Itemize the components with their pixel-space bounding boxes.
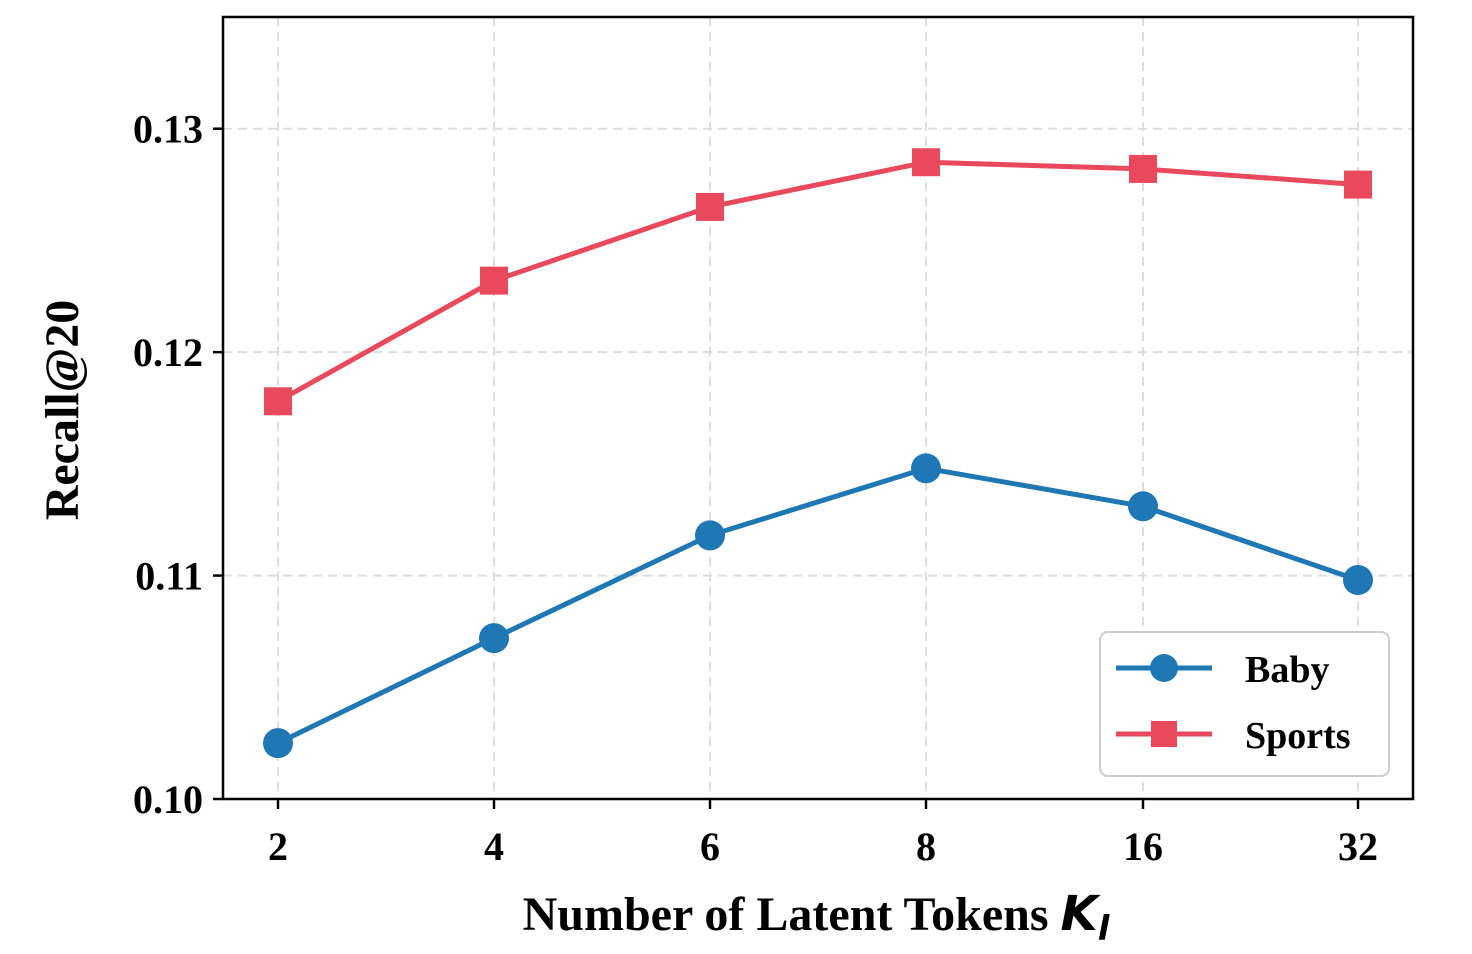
data-point-sports bbox=[1129, 154, 1157, 183]
data-point-sports bbox=[696, 192, 724, 221]
y-axis-ticks: 0.10 0.11 0.12 0.13 bbox=[133, 107, 223, 822]
y-axis-label: Recall@20 bbox=[36, 300, 89, 521]
x-tick-label: 32 bbox=[1338, 824, 1378, 869]
x-axis-label: Number of Latent Tokens Kl bbox=[523, 886, 1111, 949]
x-tick-label: 8 bbox=[916, 824, 936, 869]
grid-lines bbox=[223, 17, 1413, 800]
legend-label-baby: Baby bbox=[1245, 649, 1329, 691]
y-tick-label: 0.10 bbox=[133, 777, 203, 822]
y-tick-label: 0.11 bbox=[135, 554, 203, 599]
x-axis-label-symbol: K bbox=[1061, 886, 1102, 942]
data-point-baby bbox=[911, 453, 941, 484]
legend-marker-sports bbox=[1151, 721, 1177, 747]
x-tick-label: 6 bbox=[700, 824, 720, 869]
x-tick-label: 4 bbox=[484, 824, 504, 869]
series-line-sports bbox=[276, 159, 1359, 404]
data-point-baby bbox=[479, 623, 509, 654]
legend: Baby Sports bbox=[1099, 631, 1390, 777]
x-axis-label-text: Number of Latent Tokens bbox=[523, 888, 1061, 941]
data-point-baby bbox=[1128, 491, 1158, 522]
y-tick-label: 0.12 bbox=[133, 330, 203, 375]
data-point-sports bbox=[1344, 170, 1372, 199]
data-point-sports bbox=[480, 266, 508, 295]
y-tick-label: 0.13 bbox=[133, 107, 203, 152]
legend-label-sports: Sports bbox=[1245, 715, 1351, 757]
series-line-baby bbox=[276, 465, 1359, 746]
plot-frame bbox=[221, 15, 1415, 801]
x-axis-label-subscript: l bbox=[1098, 909, 1111, 949]
x-axis-ticks: 2 4 6 8 16 32 bbox=[268, 799, 1378, 869]
legend-marker-baby bbox=[1150, 654, 1178, 682]
x-tick-label: 2 bbox=[268, 824, 288, 869]
data-point-baby bbox=[1343, 565, 1373, 596]
data-point-sports bbox=[912, 148, 940, 177]
data-point-sports bbox=[264, 387, 292, 416]
data-point-baby bbox=[695, 520, 725, 551]
data-point-baby bbox=[263, 728, 293, 759]
series-group bbox=[263, 148, 1373, 759]
x-tick-label: 16 bbox=[1123, 824, 1163, 869]
